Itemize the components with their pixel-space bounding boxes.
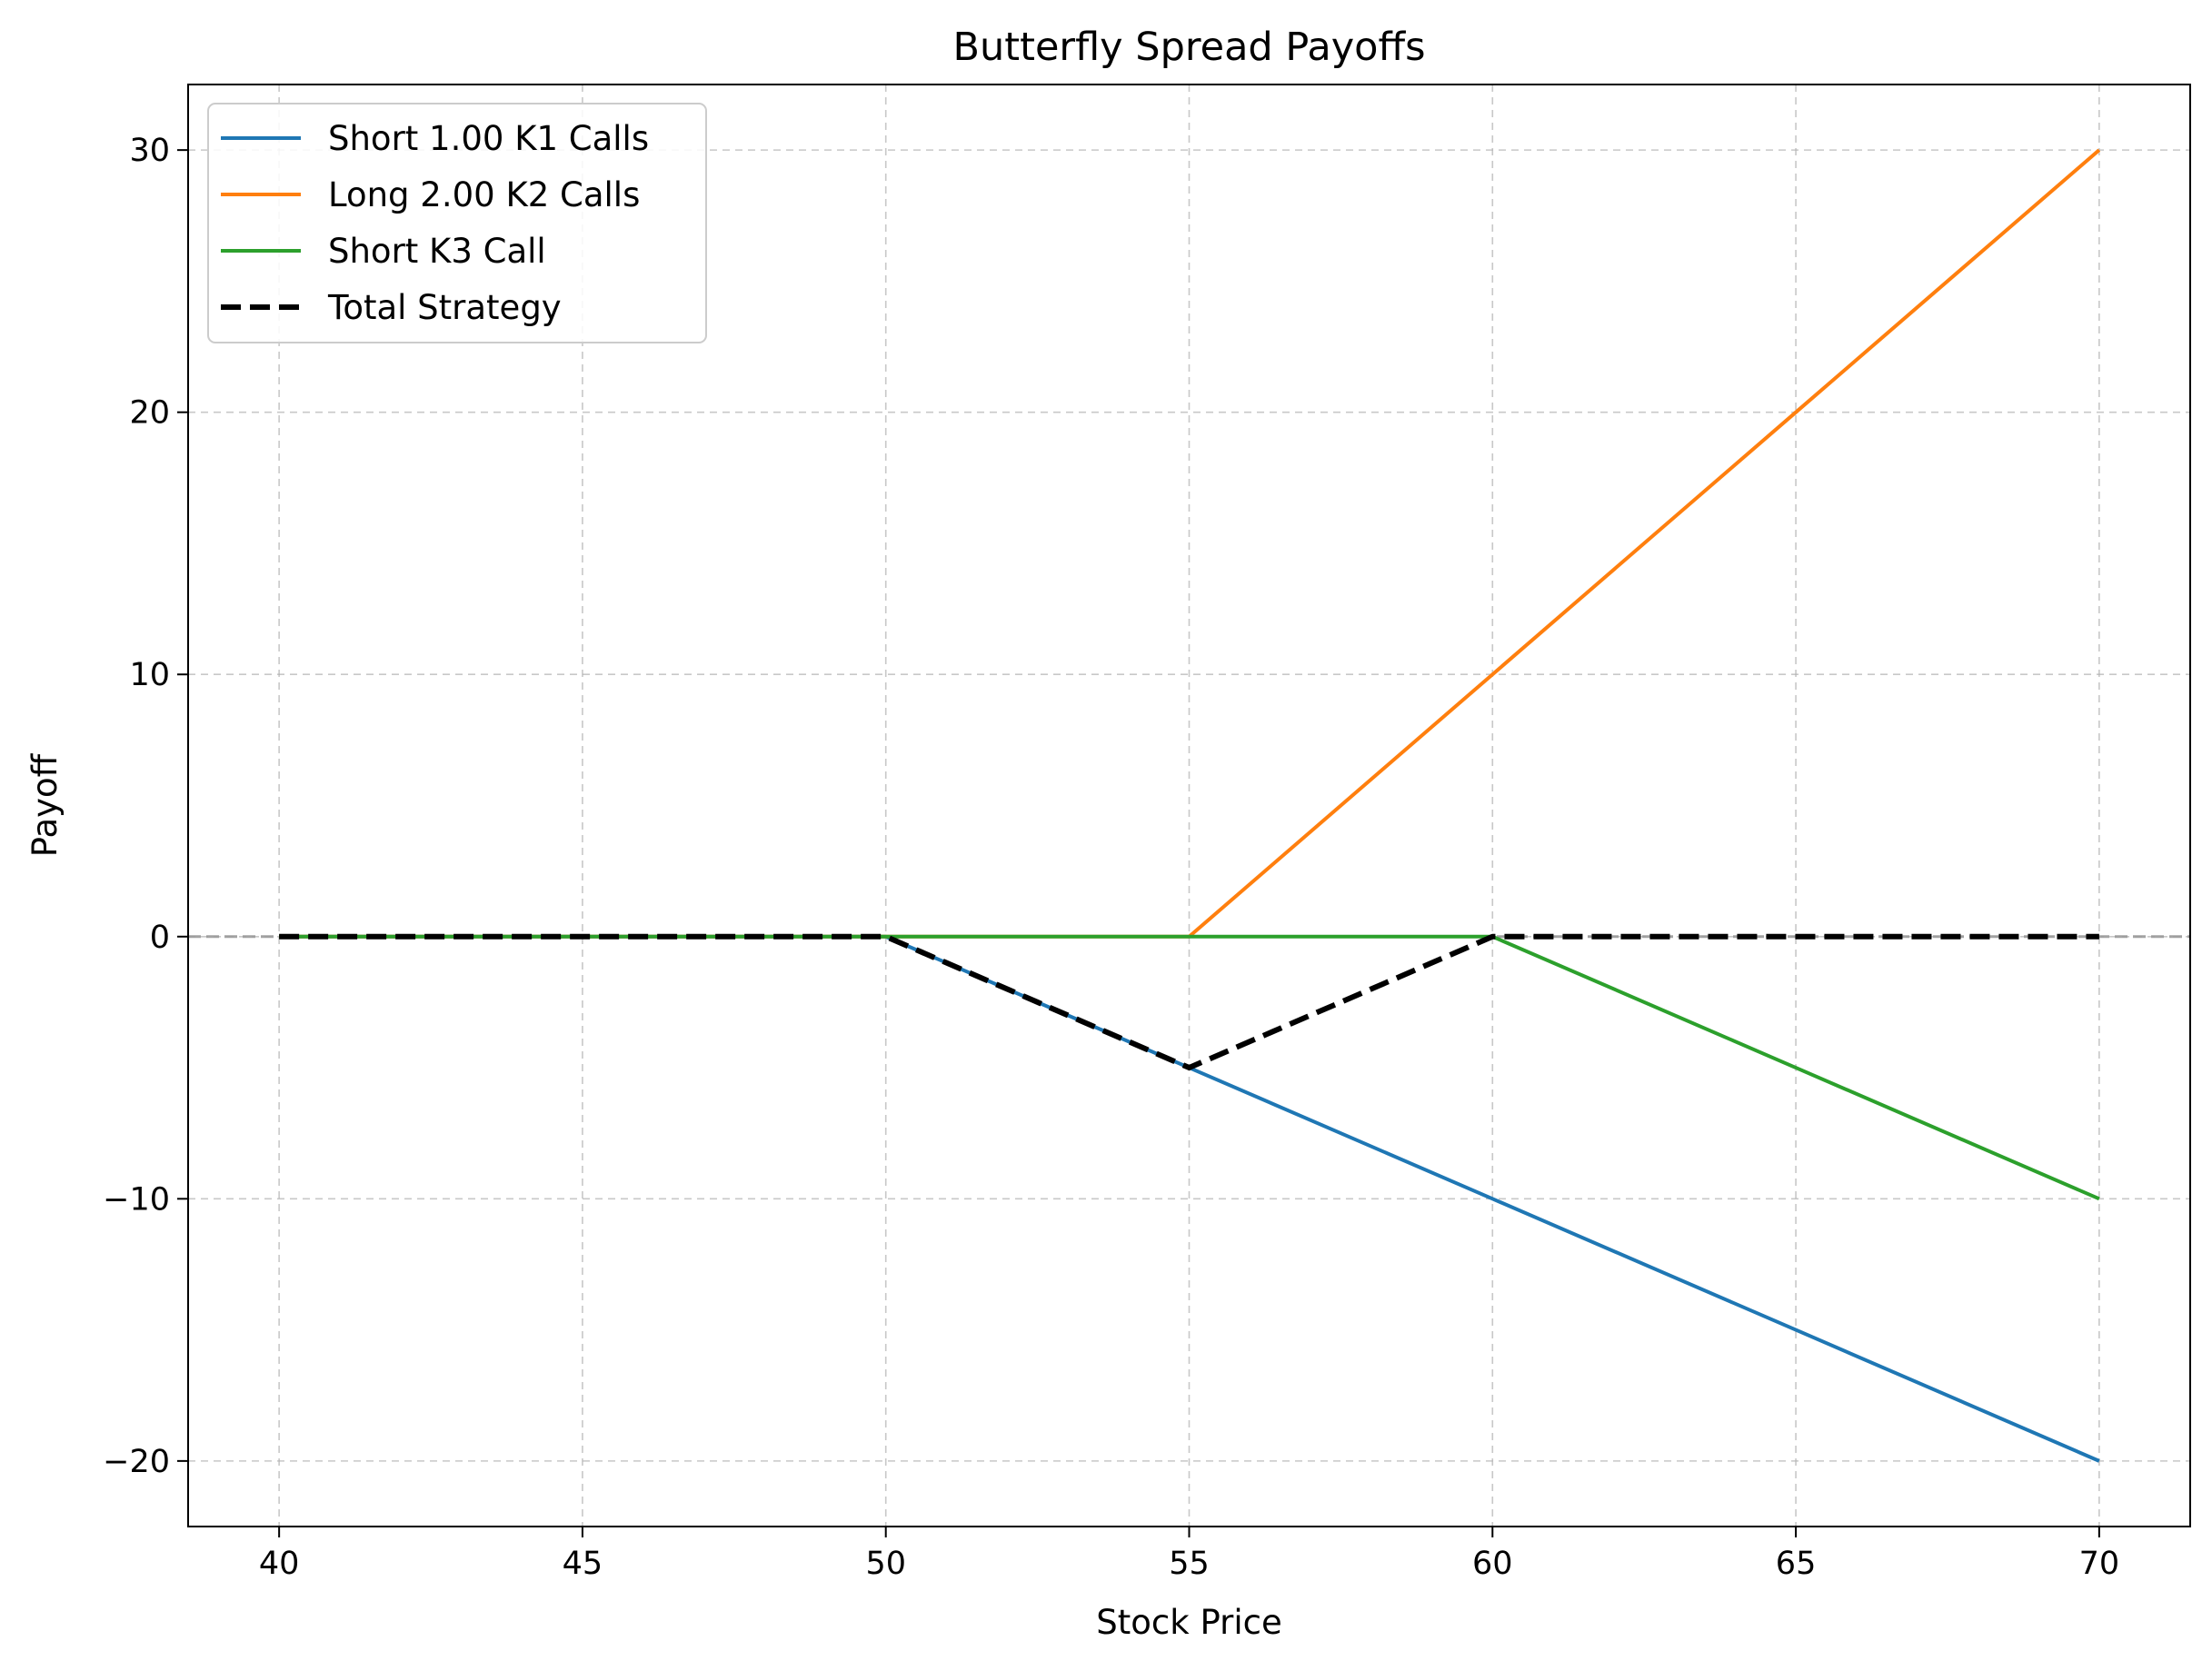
plot-series-group [279, 148, 2101, 1463]
y-tick-label: 10 [129, 657, 170, 693]
y-tick-label: −10 [103, 1181, 170, 1218]
series-line-3 [279, 934, 2100, 1201]
legend-label-1: Short 1.00 K1 Calls [328, 119, 649, 158]
y-tick-label: 0 [150, 920, 170, 956]
chart-title: Butterfly Spread Payoffs [952, 25, 1425, 70]
legend-box [207, 103, 707, 343]
x-tick-label: 50 [865, 1546, 906, 1582]
legend-label-4: Total Strategy [327, 288, 562, 327]
x-tick-label: 45 [563, 1546, 603, 1582]
x-axis-label: Stock Price [1096, 1603, 1281, 1642]
series-line-4 [279, 933, 2099, 1071]
y-axis-label: Payoff [25, 752, 65, 857]
x-tick-label: 40 [259, 1546, 300, 1582]
y-tick-label: 30 [129, 133, 170, 169]
x-tick-label: 70 [2079, 1546, 2120, 1582]
legend-label-2: Long 2.00 K2 Calls [328, 175, 640, 214]
x-tick-label: 60 [1472, 1546, 1513, 1582]
legend: Short 1.00 K1 Calls Long 2.00 K2 Calls Sho… [207, 103, 707, 343]
x-tick-label: 55 [1169, 1546, 1210, 1582]
y-tick-label: −20 [103, 1444, 170, 1480]
legend-label-3: Short K3 Call [328, 232, 546, 271]
y-tick-label: 20 [129, 395, 170, 432]
x-tick-label: 65 [1776, 1546, 1817, 1582]
